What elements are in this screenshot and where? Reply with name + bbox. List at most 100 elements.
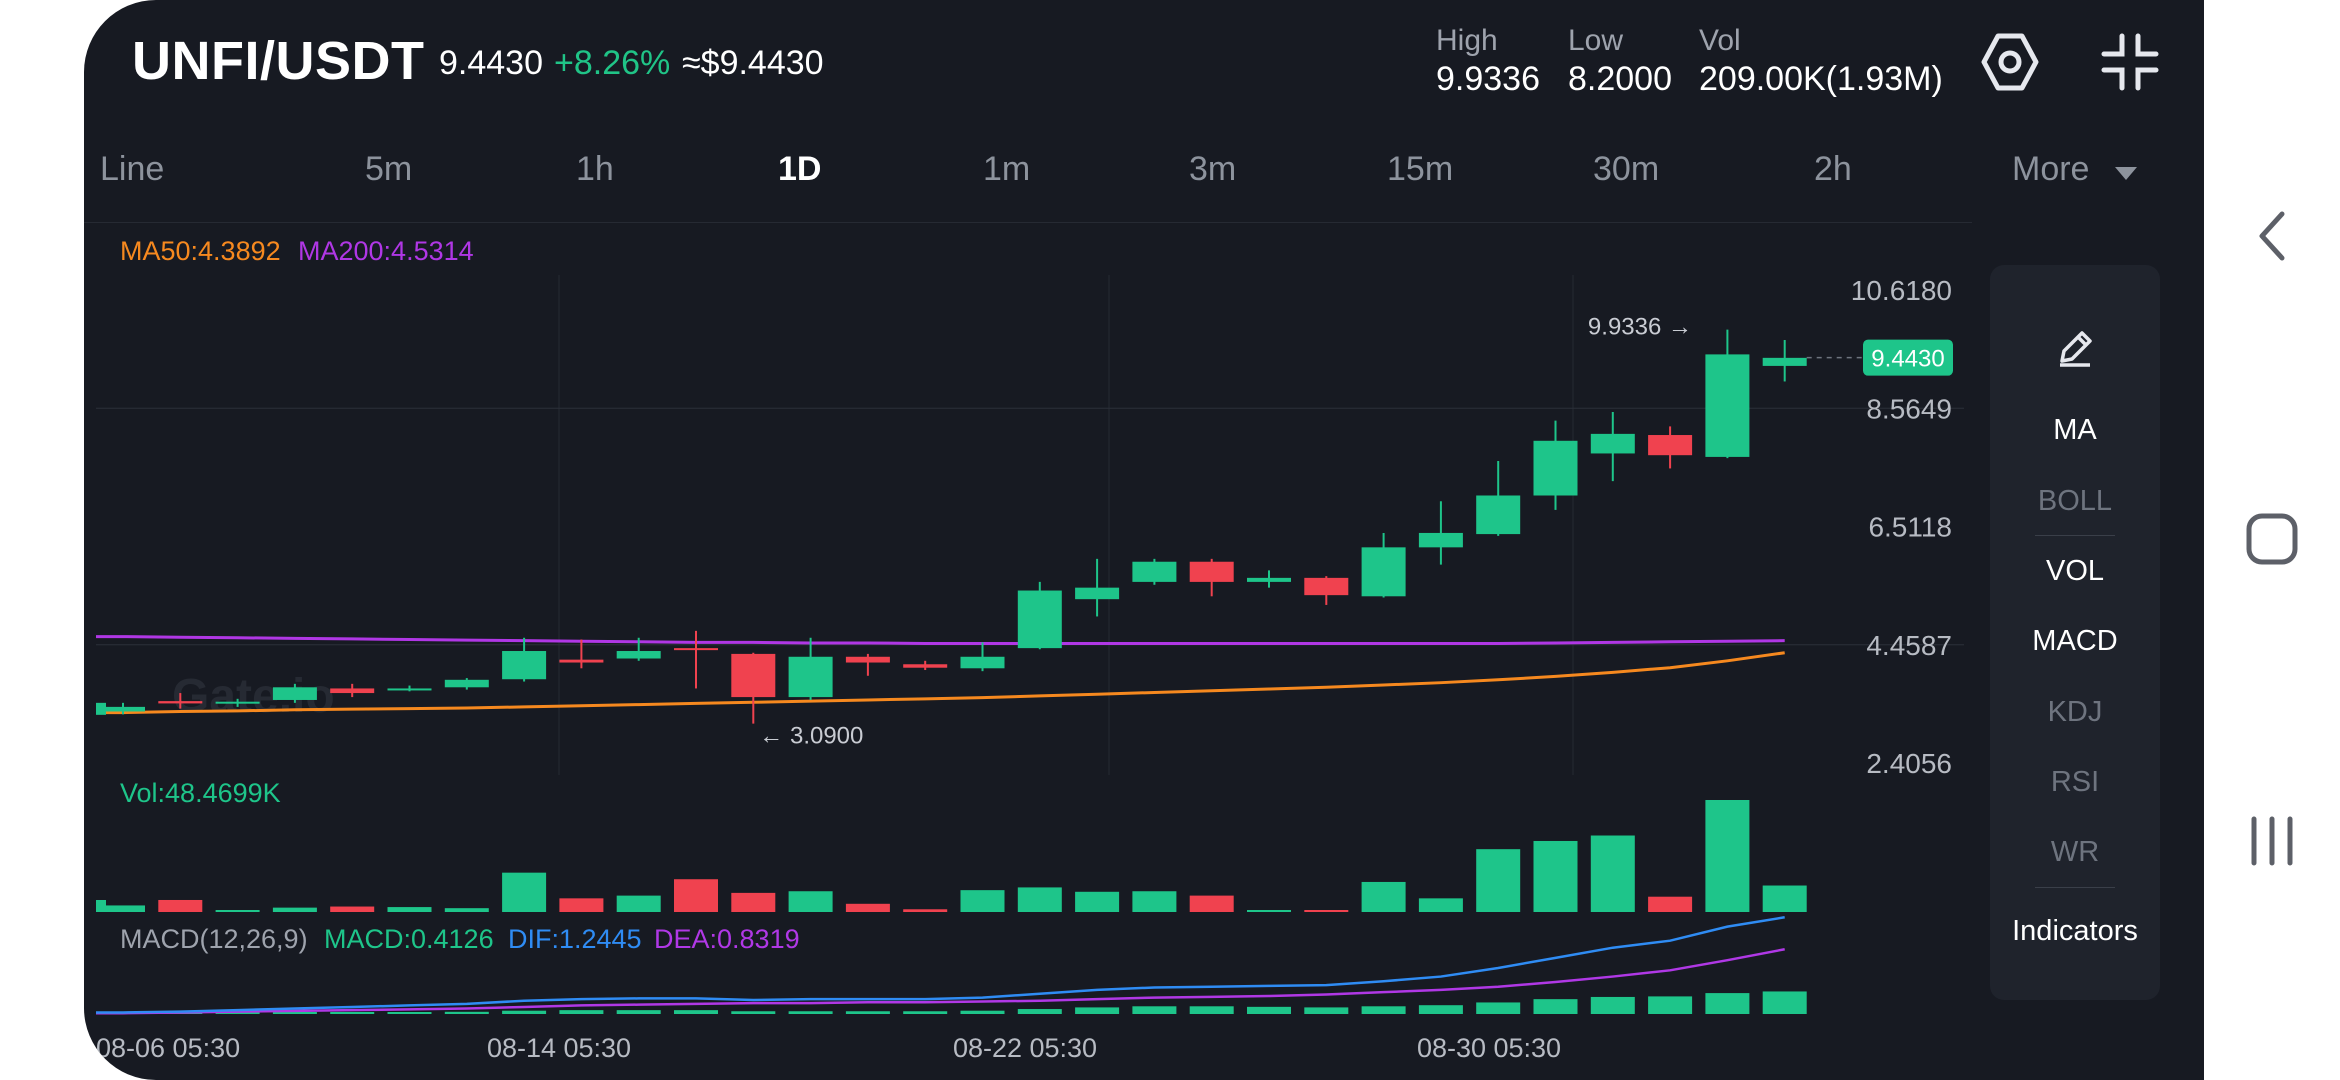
back-nav-icon[interactable] [2256, 210, 2288, 267]
macd-bar [616, 1010, 661, 1014]
volume-bar [1590, 835, 1635, 912]
settings-hex-icon[interactable] [1978, 30, 2042, 94]
candle-body [1304, 577, 1349, 596]
macd-bar [1075, 1007, 1120, 1014]
candle-body [1189, 561, 1234, 582]
ma50-legend: MA50:4.3892 [120, 236, 281, 266]
tab-15m[interactable]: 15m [1387, 150, 1454, 188]
ma50-line [122, 651, 1785, 715]
macd-bar [1361, 1006, 1406, 1014]
candle-body [1017, 590, 1062, 649]
candle-body [1476, 495, 1521, 535]
volume-bar [1075, 891, 1120, 912]
last-price-badge [1863, 339, 1953, 376]
ma200-legend: MA200:4.5314 [298, 236, 474, 266]
candle-body [674, 648, 718, 651]
volume-bar [444, 908, 489, 912]
chart-panel: UNFI/USDT 9.4430 +8.26% ≈$9.4430 High 9.… [84, 0, 2204, 1080]
candle-body [1075, 587, 1120, 600]
macd-bar [1533, 999, 1578, 1014]
macd-bar [1132, 1006, 1177, 1014]
more-label: More [2012, 150, 2090, 188]
indicator-wr[interactable]: WR [2050, 836, 2100, 868]
tab-2h[interactable]: 2h [1814, 150, 1852, 188]
recents-nav-icon[interactable] [2248, 816, 2296, 871]
price-change-pct: +8.26% [554, 44, 671, 82]
macd-bar [1705, 993, 1750, 1014]
indicator-vol[interactable]: VOL [2045, 555, 2105, 587]
macd-bar [272, 1012, 317, 1014]
indicator-ma[interactable]: MA [2053, 414, 2097, 446]
volume-bar-partial [96, 900, 106, 912]
pencil-icon[interactable] [2054, 327, 2096, 374]
candle-body [158, 701, 203, 704]
candle-body [1533, 440, 1578, 496]
indicator-macd[interactable]: MACD [2032, 625, 2118, 657]
vol-label: Vol [1699, 24, 1741, 57]
tab-more[interactable]: More [2012, 150, 2139, 191]
side-separator [2035, 535, 2115, 536]
macd-bar [1762, 991, 1807, 1014]
tab-3m[interactable]: 3m [1189, 150, 1237, 188]
volume-bar [387, 907, 432, 912]
tab-1m[interactable]: 1m [983, 150, 1031, 188]
ma200-line [122, 635, 1785, 646]
indicator-boll[interactable]: BOLL [2037, 485, 2113, 517]
volume-bar [845, 903, 890, 912]
pair-title: UNFI/USDT [132, 31, 425, 91]
time-axis-label: 08-30 05:30 [1417, 1033, 1561, 1063]
macd-name-legend: MACD(12,26,9) [120, 924, 308, 954]
macd-bar [845, 1011, 890, 1014]
volume-bar [1361, 881, 1406, 912]
candle-body [788, 656, 833, 698]
vol-value: 209.00K(1.93M) [1699, 60, 1943, 98]
side-separator [2035, 887, 2115, 888]
last-price: 9.4430 [439, 44, 543, 82]
low-value: 8.2000 [1568, 60, 1672, 98]
vol-legend: Vol:48.4699K [120, 778, 281, 808]
dea-line [96, 948, 1785, 1015]
home-nav-icon[interactable] [2246, 513, 2298, 570]
time-axis-label: 08-06 05:30 [96, 1033, 240, 1063]
price-axis-label: 2.4056 [1866, 748, 1952, 779]
candle-body [1247, 577, 1291, 582]
candle-body [731, 653, 776, 698]
macd-bar [674, 1010, 718, 1014]
tab-30m[interactable]: 30m [1593, 150, 1660, 188]
price-axis-label: 4.4587 [1866, 630, 1952, 661]
macd-bar [330, 1012, 375, 1014]
volume-bar [1648, 896, 1693, 912]
tab-5m[interactable]: 5m [365, 150, 413, 188]
fiat-price: ≈$9.4430 [682, 44, 824, 82]
volume-bar [272, 907, 317, 912]
candle-body [1762, 357, 1807, 366]
volume-bar [1418, 898, 1463, 912]
macd-bar [731, 1011, 776, 1014]
tab-1h[interactable]: 1h [576, 150, 614, 188]
indicator-rsi[interactable]: RSI [2050, 766, 2100, 798]
candle-body [444, 679, 489, 688]
indicators-button[interactable]: Indicators [2012, 915, 2138, 947]
price-axis-label: 6.5118 [1868, 512, 1952, 543]
macd-bar [960, 1010, 1005, 1014]
macd-bar [559, 1010, 604, 1014]
tab-line[interactable]: Line [100, 150, 165, 188]
indicator-kdj[interactable]: KDJ [2047, 696, 2103, 728]
candle-body [559, 659, 604, 663]
candle-body [1705, 354, 1750, 457]
dif-legend: DIF:1.2445 [508, 924, 642, 954]
candle-body [387, 688, 432, 691]
macd-bar [1418, 1005, 1463, 1014]
volume-bar [101, 905, 145, 912]
macd-bar [215, 1012, 260, 1014]
volume-bar [1132, 891, 1177, 912]
macd-bar [1304, 1007, 1349, 1014]
high-label: High [1436, 24, 1498, 57]
volume-bar [616, 895, 661, 912]
time-axis-label: 08-22 05:30 [953, 1033, 1097, 1063]
tab-1d[interactable]: 1D [778, 150, 822, 188]
fullscreen-exit-icon[interactable] [2098, 30, 2162, 94]
volume-bar [1017, 887, 1062, 912]
volume-bar [502, 872, 547, 912]
